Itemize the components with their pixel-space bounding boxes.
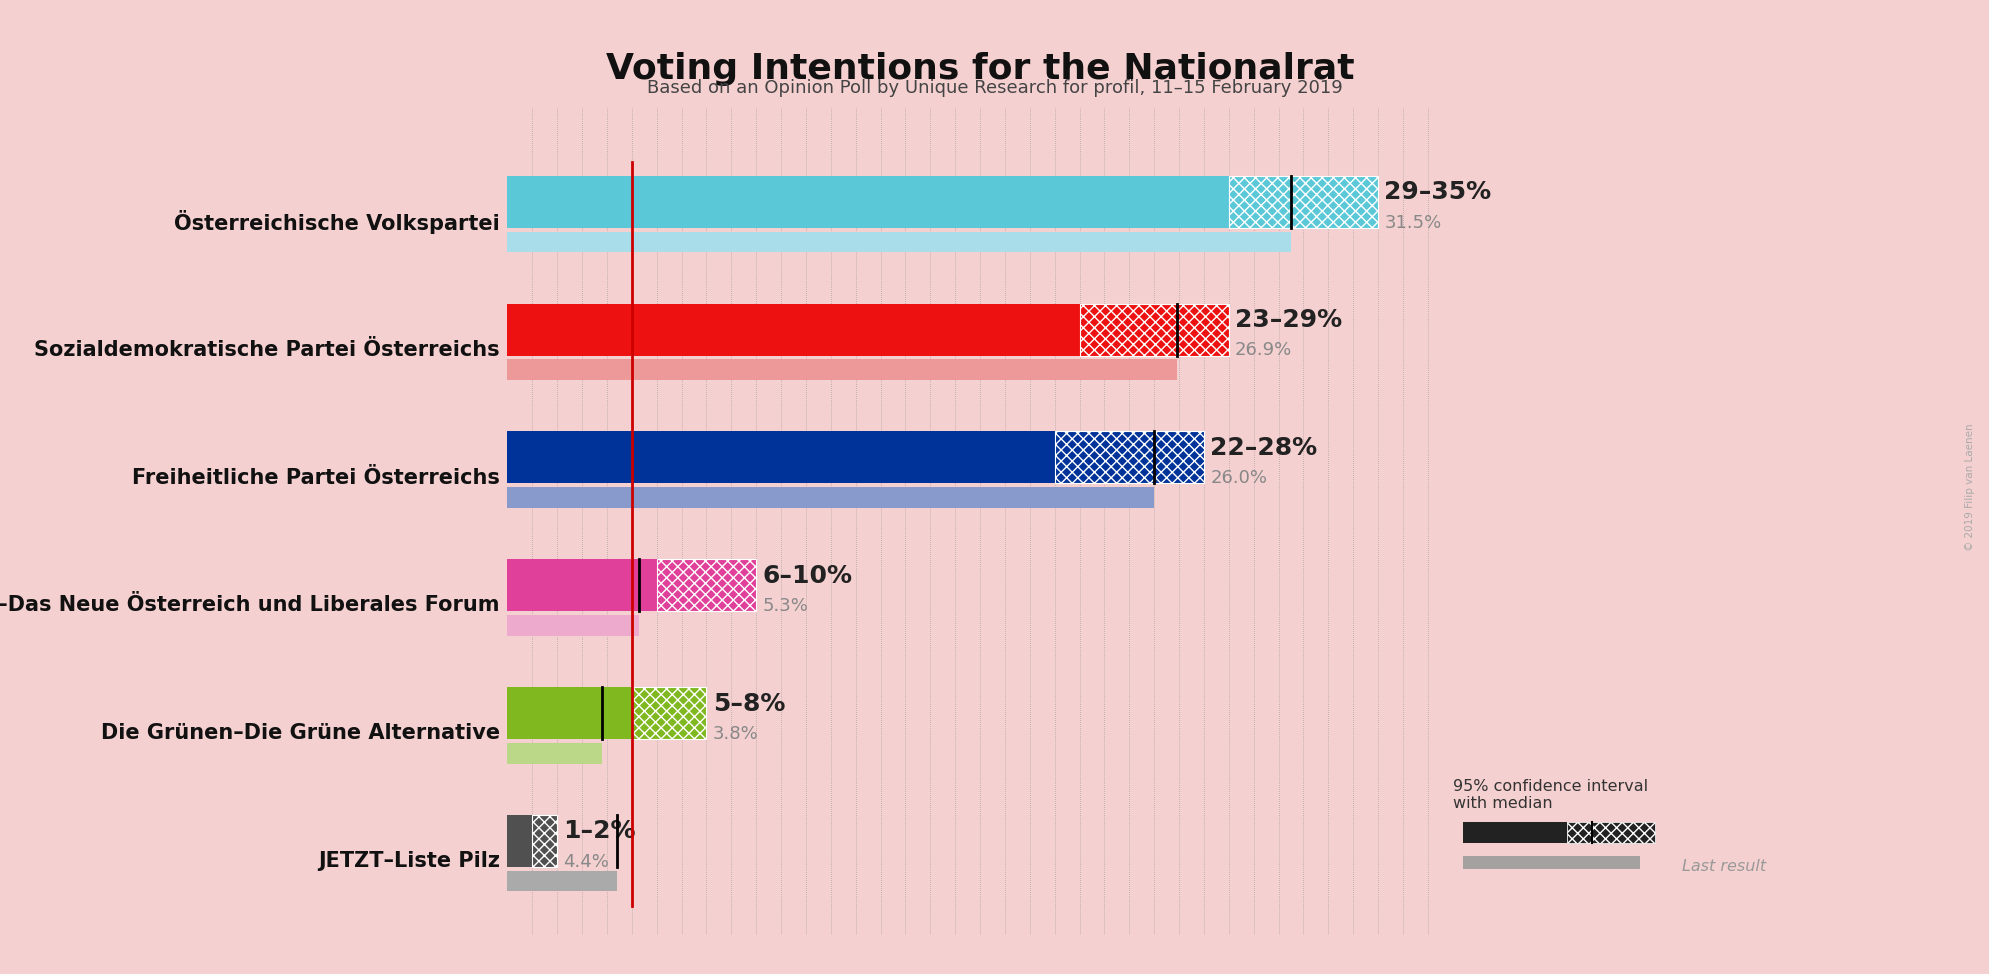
Text: 5–8%: 5–8% (712, 692, 784, 716)
Bar (507, 871, 617, 891)
Text: 4.4%: 4.4% (563, 852, 609, 871)
Text: Last result: Last result (1681, 859, 1764, 875)
Text: 29–35%: 29–35% (1384, 180, 1490, 205)
Bar (656, 559, 756, 612)
Text: Österreichische Volkspartei: Österreichische Volkspartei (175, 210, 499, 234)
Text: NEOS–Das Neue Österreich und Liberales Forum: NEOS–Das Neue Österreich und Liberales F… (0, 595, 499, 616)
Text: JETZT–Liste Pilz: JETZT–Liste Pilz (318, 851, 499, 871)
Bar (507, 743, 601, 764)
Text: 22–28%: 22–28% (1209, 436, 1317, 460)
Text: 95% confidence interval
with median: 95% confidence interval with median (1452, 779, 1647, 811)
Bar (533, 815, 557, 867)
Text: 6–10%: 6–10% (762, 564, 851, 587)
Text: © 2019 Filip van Laenen: © 2019 Filip van Laenen (1963, 423, 1975, 551)
Bar (507, 687, 633, 739)
Text: 23–29%: 23–29% (1235, 308, 1341, 332)
Bar (507, 175, 1227, 228)
Text: 26.9%: 26.9% (1235, 342, 1291, 359)
Bar (507, 487, 1154, 508)
Bar (1462, 855, 1639, 869)
Text: 26.0%: 26.0% (1209, 469, 1267, 487)
Bar (507, 815, 533, 867)
Bar (1054, 431, 1203, 483)
Text: 31.5%: 31.5% (1384, 213, 1440, 232)
Bar (1567, 822, 1655, 843)
Text: 3.8%: 3.8% (712, 725, 758, 743)
Bar (507, 232, 1291, 252)
Text: Based on an Opinion Poll by Unique Research for profil, 11–15 February 2019: Based on an Opinion Poll by Unique Resea… (646, 79, 1343, 96)
Text: Sozialdemokratische Partei Österreichs: Sozialdemokratische Partei Österreichs (34, 340, 499, 359)
Bar (507, 359, 1175, 380)
Bar (507, 304, 1078, 356)
Bar (507, 615, 638, 636)
Text: Freiheitliche Partei Österreichs: Freiheitliche Partei Österreichs (131, 468, 499, 488)
Title: Voting Intentions for the Nationalrat: Voting Intentions for the Nationalrat (605, 53, 1355, 87)
Bar (1227, 175, 1376, 228)
Bar (1078, 304, 1227, 356)
Bar (507, 431, 1054, 483)
Bar (1462, 822, 1567, 843)
Bar (633, 687, 706, 739)
Text: Die Grünen–Die Grüne Alternative: Die Grünen–Die Grüne Alternative (101, 723, 499, 743)
Text: 1–2%: 1–2% (563, 819, 636, 843)
Bar (507, 559, 656, 612)
Text: 5.3%: 5.3% (762, 597, 808, 615)
